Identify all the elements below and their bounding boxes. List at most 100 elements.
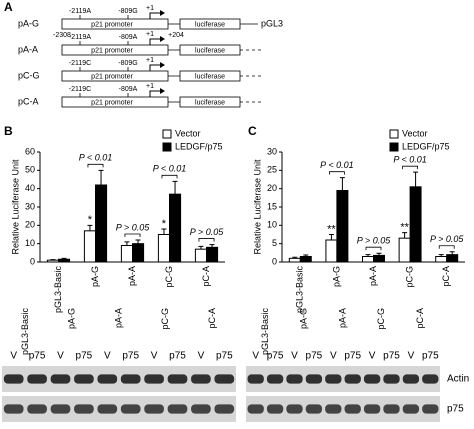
y-tick-label: 0 [30,256,35,266]
x-tick-label: pGL3-Basic [53,266,63,314]
lane-label: p75 [76,351,93,362]
blot-band [214,404,235,414]
blot-band [247,404,264,414]
lane-label: V [252,351,259,362]
error-bar [365,254,371,257]
bar [194,248,207,263]
x-tick-label: pC-A [441,266,451,287]
blot-band [3,404,24,414]
x-tick-label: pA-G [331,266,341,287]
significance-star: * [88,214,93,226]
blot-band [191,374,211,384]
lane-label: V [104,351,111,362]
bar [336,190,349,263]
significance-bracket [87,163,104,168]
y-tick-label: 40 [25,183,35,193]
luciferase-label: luciferase [195,99,225,106]
blot-band [344,404,361,414]
lane-label: V [330,351,337,362]
bar [446,254,459,263]
error-bar [172,180,178,195]
bar [120,245,134,263]
y-tick-label: 20 [267,183,277,193]
p-value-label: P < 0.01 [153,164,186,174]
blot-category-label: pA-A [113,308,123,328]
lane-label: V [291,351,298,362]
y-axis-label: Relative Luciferase Unit [252,159,262,255]
legend-swatch [389,142,399,152]
blot-band [266,404,284,414]
promoter-label: p21 promoter [91,47,133,54]
blot-category-label: pC-A [415,308,425,329]
tss-arrowhead [160,62,165,68]
error-bar [413,171,419,187]
blot-band [27,404,47,414]
luciferase-label: luciferase [195,73,225,80]
lane-label: V [408,351,415,362]
blot-category-label: pA-G [299,308,309,329]
bar [362,256,374,263]
legend-label: Vector [402,128,428,138]
panel-label: C [248,124,257,138]
blot-row-label: Actin [447,374,469,385]
blot-band [167,374,188,384]
error-bar [61,257,67,260]
promoter-box [61,44,169,56]
construct-name: pC-A [18,96,39,106]
start-label: -2308 [53,32,71,39]
error-bar [50,259,56,261]
legend-swatch [389,129,399,139]
significance-bracket [198,238,215,242]
blot-band [363,404,381,414]
error-bar [449,251,455,255]
error-bar [135,239,141,244]
blot-band [266,374,284,384]
lane-label: p75 [267,351,284,362]
lane-label: V [151,351,158,362]
site-label: -809A [119,86,138,93]
blot-category-label: pC-G [160,308,170,330]
lane-label: p75 [306,351,323,362]
significance-bracket [365,246,382,251]
end-label: +204 [168,32,184,39]
site-label: -2119A [69,8,91,15]
blot-category-label: pA-G [67,308,77,329]
blot-category-label: pA-A [337,308,347,328]
lane-label: p75 [422,351,439,362]
blot-category-label: pC-G [376,308,386,330]
p-value-label: P < 0.01 [320,160,353,170]
bar [325,239,338,263]
site-label: -2119C [69,86,91,93]
bar [169,193,182,263]
bar [132,243,145,263]
promoter-box [61,18,169,30]
lane-label: p75 [122,351,139,362]
blot-band [74,374,94,384]
error-bar [198,245,204,250]
blot-band [144,374,164,384]
x-tick-label: pC-A [201,266,211,287]
x-tick-label: pA-A [127,266,137,286]
bar [398,237,411,263]
lane-label: p75 [216,351,233,362]
lane-label: p75 [29,351,46,362]
bar [46,259,60,263]
blot-band [422,404,439,414]
blot-band [305,374,323,384]
p-value-label: P > 0.05 [116,222,150,232]
blot-band [383,404,400,414]
y-tick-label: 10 [267,220,277,230]
lane-label: p75 [169,351,186,362]
y-tick-label: 50 [25,165,35,175]
blot-band [247,374,264,384]
blot-band [74,404,94,414]
error-bar [328,234,334,240]
blot-band [286,374,303,384]
panel-label: A [4,0,13,14]
tss-label: +1 [146,31,154,38]
legend-swatch [162,129,172,139]
p-value-label: P > 0.05 [430,234,464,244]
site-label: -809G [118,60,137,67]
p-value-label: P < 0.01 [393,155,426,165]
blot-band [191,404,211,414]
